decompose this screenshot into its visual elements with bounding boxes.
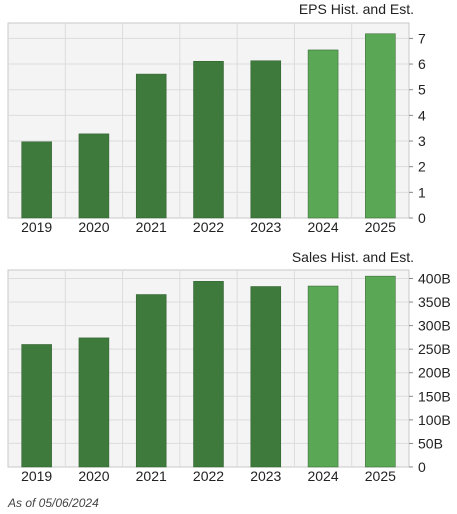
sales-bar-2019 bbox=[21, 344, 52, 468]
eps-bar-2022 bbox=[193, 60, 224, 219]
eps-bar-2024 bbox=[307, 49, 339, 219]
eps-ytick-label: 4 bbox=[418, 107, 426, 123]
eps-bar-2019 bbox=[21, 141, 52, 219]
sales-xtick-label: 2025 bbox=[365, 468, 396, 484]
eps-xtick-label: 2023 bbox=[250, 219, 281, 235]
eps-ytick-label: 5 bbox=[418, 82, 426, 98]
eps-bar-2020 bbox=[78, 133, 110, 219]
sales-xtick-label: 2022 bbox=[193, 468, 224, 484]
sales-ytick-label: 200B bbox=[418, 365, 451, 381]
sales-xtick-label: 2023 bbox=[250, 468, 281, 484]
sales-ytick-label: 50B bbox=[418, 435, 443, 451]
sales-ytick-label: 300B bbox=[418, 318, 451, 334]
sales-ytick-label: 250B bbox=[418, 341, 451, 357]
eps-xtick-label: 2025 bbox=[365, 219, 396, 235]
eps-chart-title: EPS Hist. and Est. bbox=[299, 1, 414, 17]
sales-ytick-label: 350B bbox=[418, 294, 451, 310]
sales-xtick-label: 2024 bbox=[307, 468, 338, 484]
sales-ytick-label: 150B bbox=[418, 388, 451, 404]
eps-xtick-label: 2020 bbox=[78, 219, 109, 235]
eps-ytick-label: 2 bbox=[418, 159, 426, 175]
eps-ytick-label: 6 bbox=[418, 56, 426, 72]
sales-ytick-label: 400B bbox=[418, 270, 451, 286]
sales-ytick-label: 0 bbox=[418, 459, 426, 475]
sales-xtick-label: 2020 bbox=[78, 468, 109, 484]
eps-bar-2023 bbox=[250, 60, 282, 219]
sales-bar-2022 bbox=[193, 281, 224, 468]
sales-ytick-label: 100B bbox=[418, 412, 451, 428]
eps-xtick-label: 2024 bbox=[307, 219, 338, 235]
eps-xtick-label: 2021 bbox=[136, 219, 167, 235]
sales-chart-title: Sales Hist. and Est. bbox=[292, 249, 414, 265]
eps-bar-2021 bbox=[135, 73, 167, 219]
sales-xtick-label: 2021 bbox=[136, 468, 167, 484]
eps-chart: 0 1 2 3 4 5 6 7 2019 2020 2021 2022 2023 2024 2025 EPS … bbox=[7, 1, 426, 235]
eps-ytick-label: 7 bbox=[418, 30, 426, 46]
sales-bar-2023 bbox=[250, 286, 282, 468]
sales-bar-2020 bbox=[78, 337, 110, 468]
eps-ytick-label: 3 bbox=[418, 133, 426, 149]
sales-bar-2025 bbox=[365, 275, 396, 468]
sales-bar-2021 bbox=[135, 294, 167, 468]
eps-xtick-label: 2022 bbox=[193, 219, 224, 235]
sales-bar-2024 bbox=[307, 285, 339, 468]
eps-xtick-label: 2019 bbox=[21, 219, 52, 235]
eps-bar-2025 bbox=[365, 33, 396, 219]
sales-chart: 0 50B 100B 150B 200B 250B 300B 350B 400B 2019 2020… bbox=[7, 249, 451, 484]
eps-ytick-label: 1 bbox=[418, 184, 426, 200]
as-of-date: As of 05/06/2024 bbox=[8, 496, 99, 510]
sales-xtick-label: 2019 bbox=[21, 468, 52, 484]
eps-ytick-label: 0 bbox=[418, 210, 426, 226]
